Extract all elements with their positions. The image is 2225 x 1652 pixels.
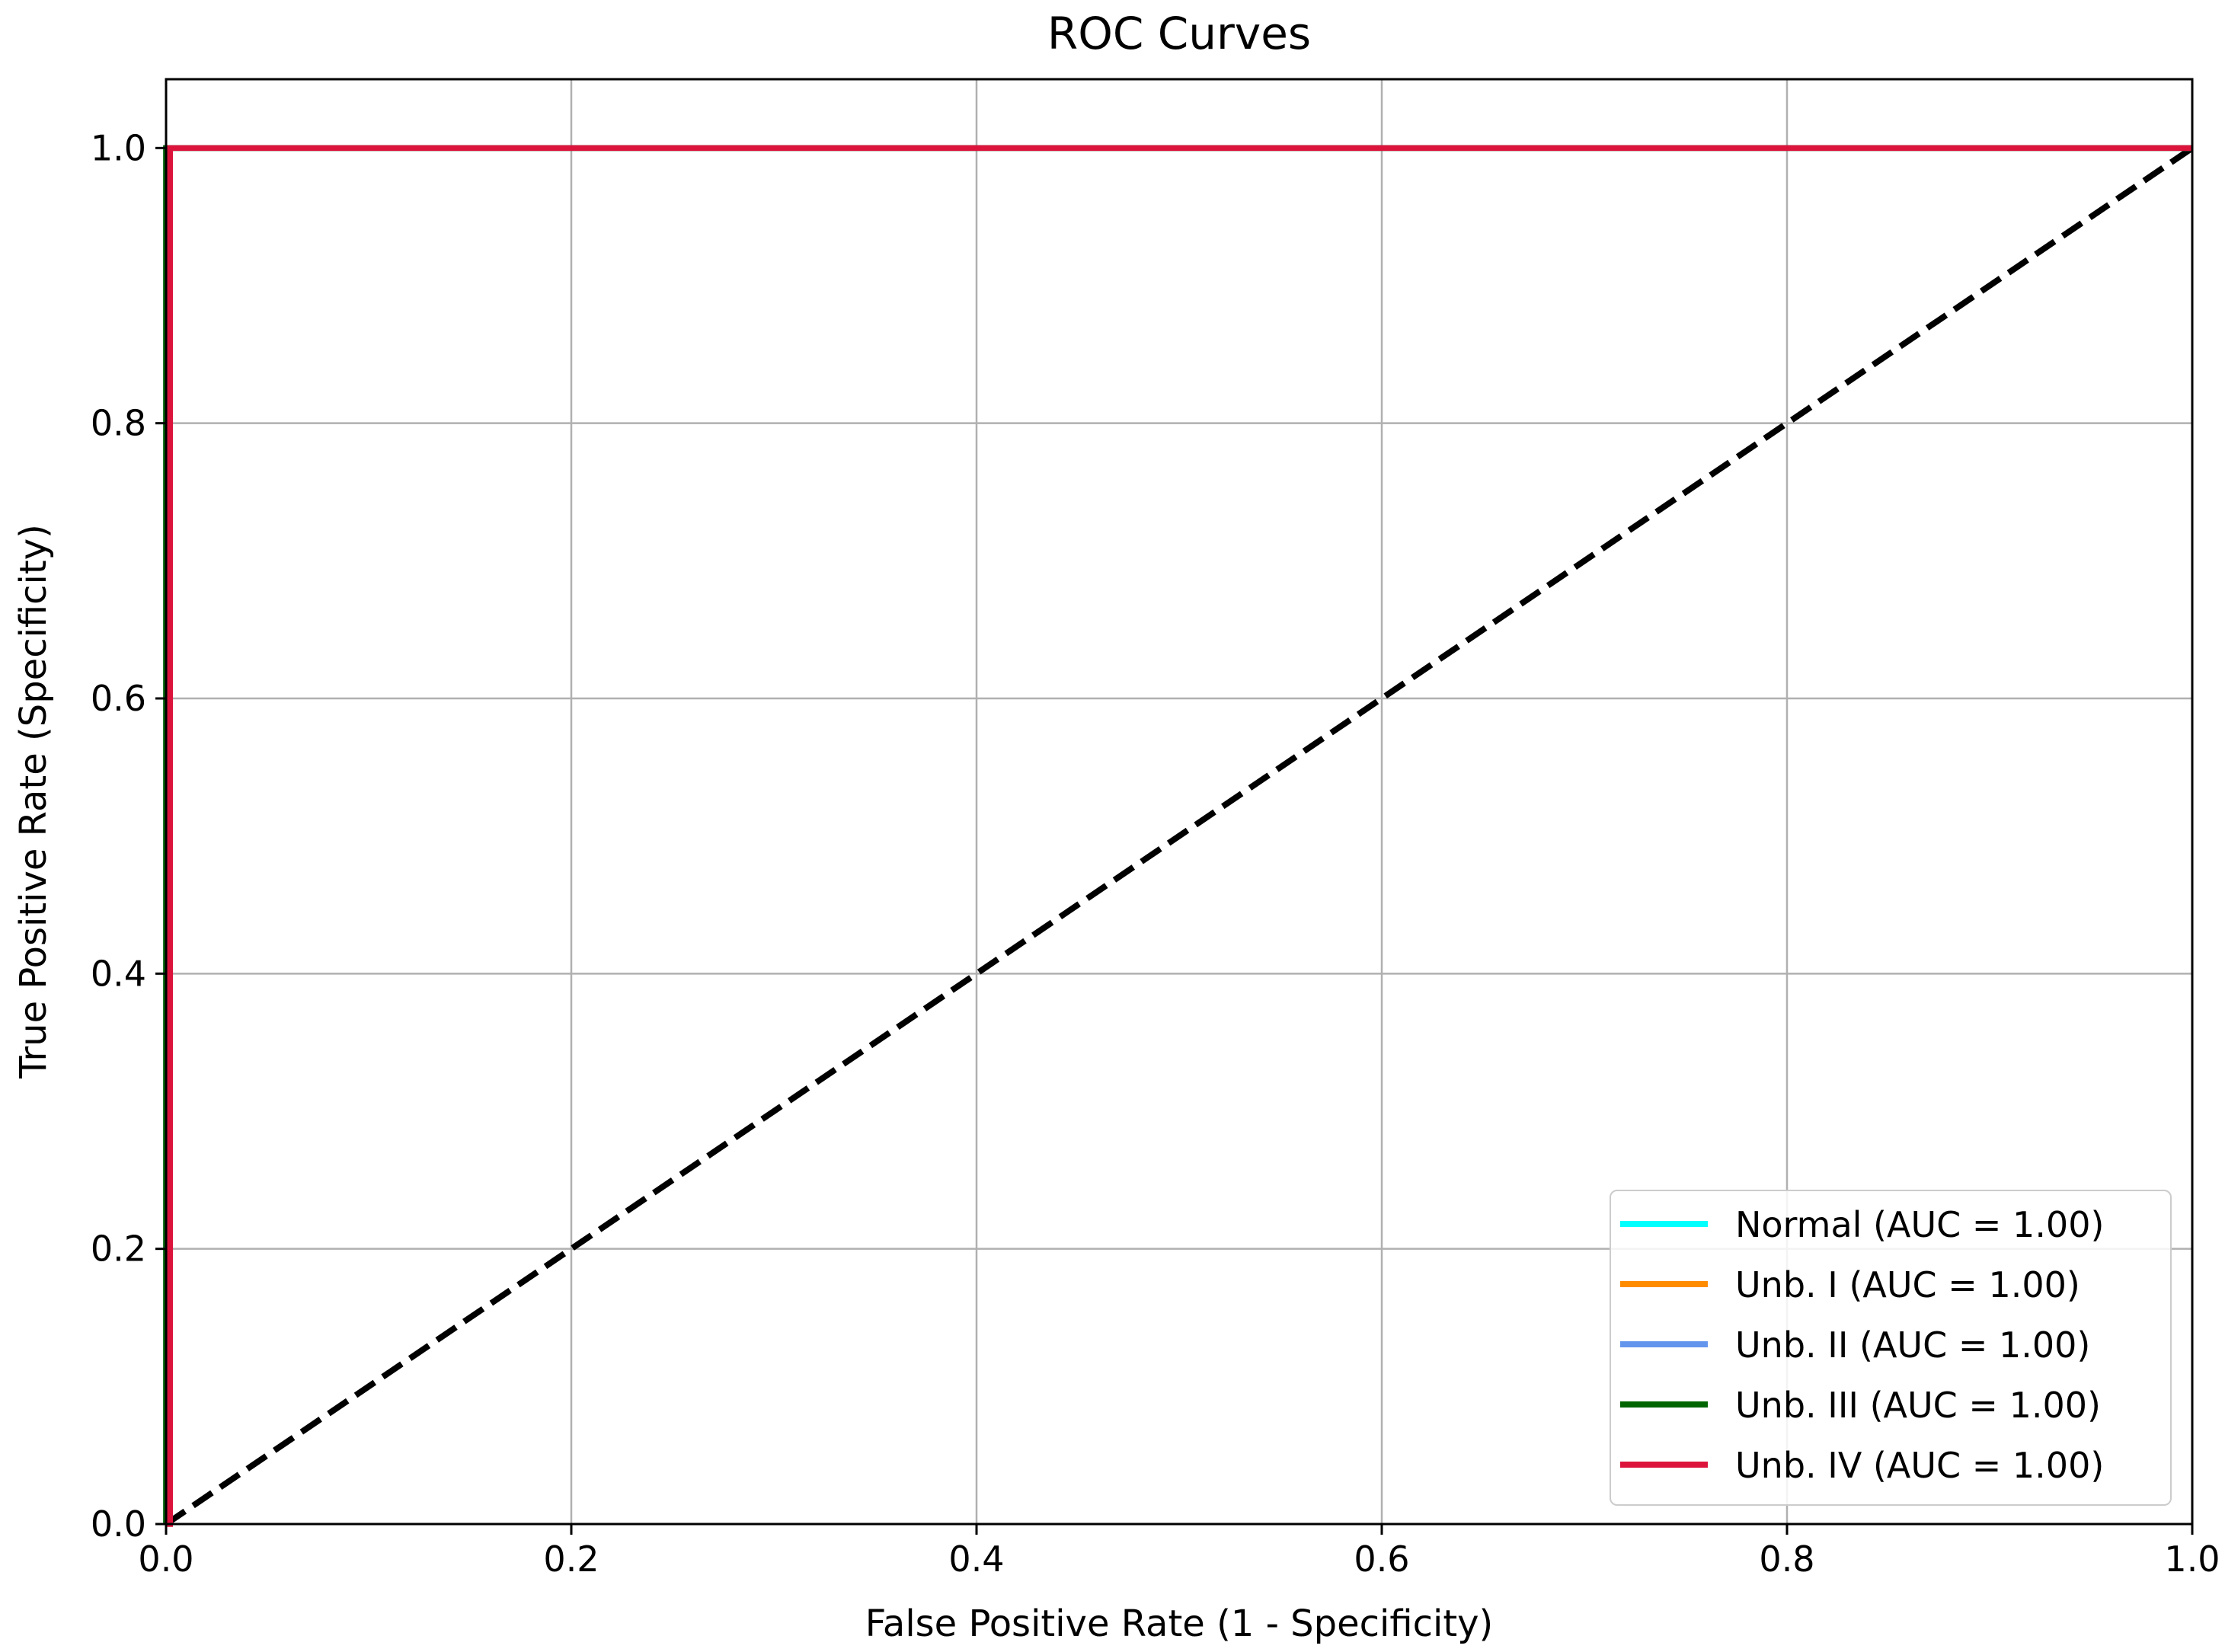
legend: Normal (AUC = 1.00) Unb. I (AUC = 1.00) Un… [1610, 1190, 2172, 1506]
legend-label: Unb. II (AUC = 1.00) [1735, 1324, 2090, 1366]
legend-label: Unb. I (AUC = 1.00) [1735, 1264, 2080, 1305]
x-tick-label: 0.2 [543, 1539, 599, 1580]
x-axis-ticks: 0.0 0.2 0.4 0.6 0.8 1.0 [138, 1524, 2220, 1580]
y-tick-label: 0.2 [91, 1229, 146, 1270]
y-tick-label: 0.6 [91, 678, 146, 719]
plot-frame [165, 78, 2194, 1526]
chance-diagonal-line [164, 145, 2195, 1527]
legend-label: Unb. III (AUC = 1.00) [1735, 1385, 2101, 1426]
x-tick-label: 1.0 [2164, 1539, 2220, 1580]
x-axis-label: False Positive Rate (1 - Specificity) [865, 1602, 1494, 1645]
y-tick-label: 0.0 [91, 1503, 146, 1545]
chart-title: ROC Curves [1047, 8, 1311, 59]
legend-label: Unb. IV (AUC = 1.00) [1735, 1445, 2104, 1486]
legend-label: Normal (AUC = 1.00) [1735, 1204, 2104, 1245]
y-tick-label: 0.4 [91, 953, 146, 994]
reference-diagonal [164, 145, 2195, 1527]
y-tick-label: 1.0 [91, 127, 146, 168]
y-axis-ticks: 0.0 0.2 0.4 0.6 0.8 1.0 [91, 127, 166, 1545]
x-tick-label: 0.0 [138, 1539, 193, 1580]
legend-box [1610, 1190, 2172, 1506]
y-tick-label: 0.8 [91, 403, 146, 444]
x-tick-label: 0.8 [1759, 1539, 1814, 1580]
x-tick-label: 0.4 [948, 1539, 1004, 1580]
x-tick-label: 0.6 [1354, 1539, 1409, 1580]
y-axis-label: True Positive Rate (Specificity) [12, 524, 55, 1079]
